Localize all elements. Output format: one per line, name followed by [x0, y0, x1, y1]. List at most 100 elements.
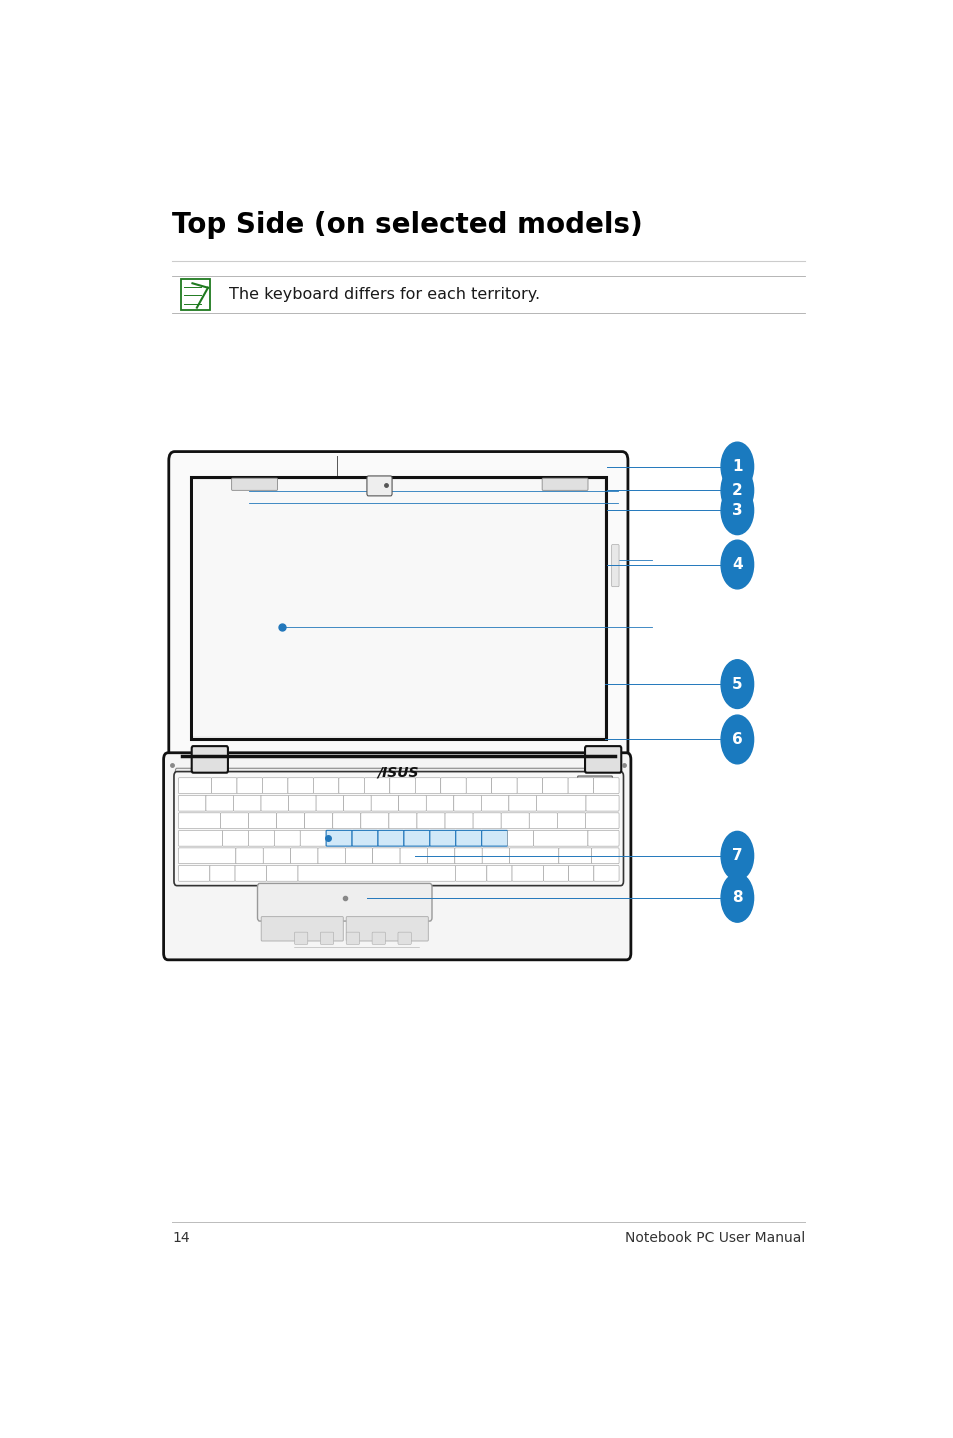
- FancyBboxPatch shape: [276, 812, 304, 828]
- Circle shape: [720, 831, 753, 880]
- Text: Notebook PC User Manual: Notebook PC User Manual: [624, 1231, 804, 1245]
- FancyBboxPatch shape: [585, 795, 618, 811]
- FancyBboxPatch shape: [338, 778, 364, 794]
- FancyBboxPatch shape: [314, 778, 338, 794]
- Text: /ISUS: /ISUS: [377, 765, 418, 779]
- FancyBboxPatch shape: [294, 932, 308, 945]
- FancyBboxPatch shape: [288, 778, 314, 794]
- Text: 2: 2: [731, 483, 742, 498]
- FancyBboxPatch shape: [178, 812, 220, 828]
- FancyBboxPatch shape: [364, 778, 390, 794]
- FancyBboxPatch shape: [315, 795, 343, 811]
- FancyBboxPatch shape: [300, 830, 326, 846]
- FancyBboxPatch shape: [263, 848, 291, 864]
- FancyBboxPatch shape: [191, 477, 605, 739]
- FancyBboxPatch shape: [274, 830, 300, 846]
- FancyBboxPatch shape: [175, 768, 618, 795]
- FancyBboxPatch shape: [454, 795, 481, 811]
- FancyBboxPatch shape: [233, 795, 261, 811]
- FancyBboxPatch shape: [235, 848, 263, 864]
- FancyBboxPatch shape: [509, 848, 558, 864]
- FancyBboxPatch shape: [587, 830, 618, 846]
- FancyBboxPatch shape: [403, 830, 430, 846]
- FancyBboxPatch shape: [444, 812, 473, 828]
- FancyBboxPatch shape: [397, 932, 411, 945]
- FancyBboxPatch shape: [180, 279, 210, 309]
- FancyBboxPatch shape: [543, 866, 568, 881]
- FancyBboxPatch shape: [533, 830, 587, 846]
- FancyBboxPatch shape: [206, 795, 233, 811]
- FancyBboxPatch shape: [178, 795, 206, 811]
- FancyBboxPatch shape: [611, 545, 618, 587]
- FancyBboxPatch shape: [262, 778, 288, 794]
- FancyBboxPatch shape: [317, 848, 345, 864]
- FancyBboxPatch shape: [594, 866, 618, 881]
- FancyBboxPatch shape: [481, 830, 507, 846]
- FancyBboxPatch shape: [367, 476, 392, 496]
- Circle shape: [720, 466, 753, 515]
- Circle shape: [720, 873, 753, 922]
- FancyBboxPatch shape: [577, 777, 612, 788]
- FancyBboxPatch shape: [512, 866, 543, 881]
- FancyBboxPatch shape: [585, 812, 618, 828]
- FancyBboxPatch shape: [398, 795, 426, 811]
- FancyBboxPatch shape: [473, 812, 500, 828]
- FancyBboxPatch shape: [372, 932, 385, 945]
- FancyBboxPatch shape: [178, 866, 210, 881]
- FancyBboxPatch shape: [169, 452, 627, 768]
- FancyBboxPatch shape: [346, 916, 428, 940]
- FancyBboxPatch shape: [371, 795, 398, 811]
- FancyBboxPatch shape: [558, 848, 591, 864]
- FancyBboxPatch shape: [466, 778, 491, 794]
- FancyBboxPatch shape: [541, 479, 587, 490]
- FancyBboxPatch shape: [178, 830, 222, 846]
- FancyBboxPatch shape: [220, 812, 249, 828]
- Text: 3: 3: [731, 503, 741, 518]
- FancyBboxPatch shape: [291, 848, 317, 864]
- Text: The keyboard differs for each territory.: The keyboard differs for each territory.: [229, 286, 539, 302]
- FancyBboxPatch shape: [346, 932, 359, 945]
- FancyBboxPatch shape: [481, 848, 509, 864]
- FancyBboxPatch shape: [591, 848, 618, 864]
- FancyBboxPatch shape: [343, 795, 371, 811]
- Text: 7: 7: [731, 848, 741, 863]
- FancyBboxPatch shape: [261, 795, 288, 811]
- FancyBboxPatch shape: [529, 812, 557, 828]
- FancyBboxPatch shape: [249, 812, 276, 828]
- FancyBboxPatch shape: [288, 795, 315, 811]
- FancyBboxPatch shape: [500, 812, 529, 828]
- FancyBboxPatch shape: [178, 778, 212, 794]
- FancyBboxPatch shape: [178, 848, 235, 864]
- FancyBboxPatch shape: [517, 778, 542, 794]
- FancyBboxPatch shape: [440, 778, 466, 794]
- FancyBboxPatch shape: [345, 848, 373, 864]
- FancyBboxPatch shape: [236, 778, 262, 794]
- FancyBboxPatch shape: [426, 795, 454, 811]
- FancyBboxPatch shape: [491, 778, 517, 794]
- Text: 1: 1: [731, 459, 741, 475]
- FancyBboxPatch shape: [297, 866, 455, 881]
- FancyBboxPatch shape: [257, 883, 432, 922]
- Text: Top Side (on selected models): Top Side (on selected models): [172, 211, 642, 239]
- FancyBboxPatch shape: [173, 772, 623, 886]
- FancyBboxPatch shape: [164, 752, 630, 959]
- Circle shape: [720, 660, 753, 709]
- FancyBboxPatch shape: [320, 932, 334, 945]
- Bar: [193, 480, 603, 736]
- Circle shape: [720, 715, 753, 764]
- FancyBboxPatch shape: [507, 830, 533, 846]
- FancyBboxPatch shape: [455, 866, 486, 881]
- FancyBboxPatch shape: [192, 746, 228, 772]
- FancyBboxPatch shape: [234, 866, 266, 881]
- Circle shape: [720, 486, 753, 535]
- FancyBboxPatch shape: [415, 778, 440, 794]
- FancyBboxPatch shape: [593, 778, 618, 794]
- FancyBboxPatch shape: [352, 830, 377, 846]
- Text: 8: 8: [731, 890, 741, 906]
- FancyBboxPatch shape: [390, 778, 415, 794]
- FancyBboxPatch shape: [360, 812, 389, 828]
- FancyBboxPatch shape: [481, 795, 508, 811]
- FancyBboxPatch shape: [266, 866, 297, 881]
- FancyBboxPatch shape: [389, 812, 416, 828]
- FancyBboxPatch shape: [333, 812, 360, 828]
